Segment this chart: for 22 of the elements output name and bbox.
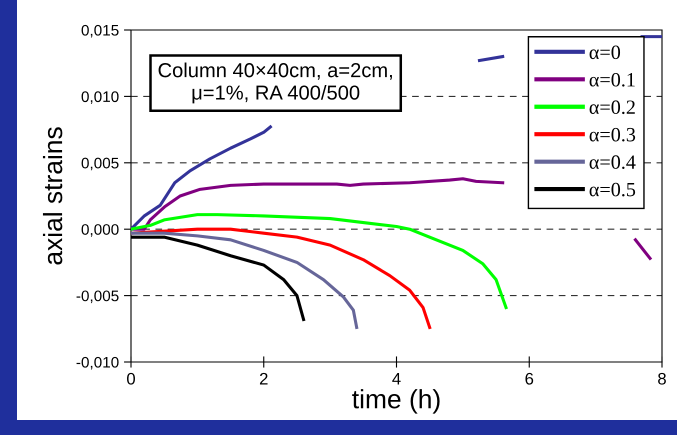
legend-label: α=0: [590, 46, 620, 60]
x-axis-title: time (h): [352, 389, 440, 414]
x-tick-label: 2: [260, 372, 268, 384]
legend-label: α=0.5: [590, 182, 636, 196]
x-tick-label: 4: [392, 373, 401, 384]
x-tick-label: 6: [525, 372, 534, 385]
x-tick-label: 8: [658, 372, 666, 385]
annotation: Column 40×40cm, a=2cm, μ=1%, RA 400/500: [158, 62, 392, 104]
y-tick-label: -0,010: [76, 356, 119, 370]
y-tick-label: 0,005: [82, 158, 119, 170]
x-tick-label: 0: [127, 372, 135, 385]
y-tick-label: 0,000: [82, 224, 119, 237]
y-tick-label: 0,010: [82, 91, 119, 104]
legend-label: α=0.4: [590, 155, 636, 169]
y-axis-title: axial strains: [42, 127, 62, 265]
line-series: [131, 232, 358, 329]
legend-label: α=0.3: [590, 128, 636, 142]
y-tick-label: -0,005: [76, 290, 119, 304]
line-series: [131, 213, 508, 310]
y-tick-label: 0,015: [82, 24, 119, 38]
legend-label: α=0.1: [590, 72, 635, 87]
legend-label: α=0.2: [590, 100, 635, 114]
